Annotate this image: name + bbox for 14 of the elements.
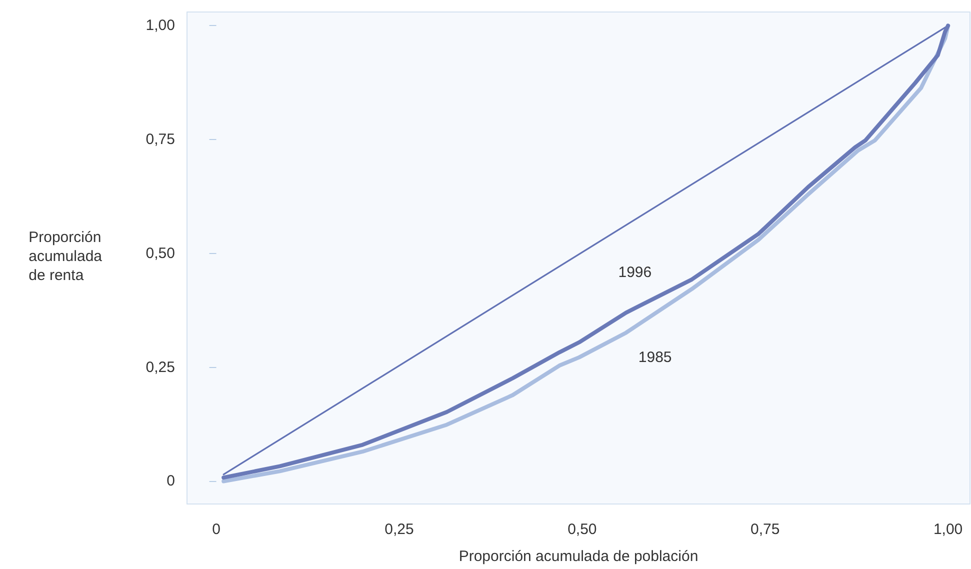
y-tick-label: 0 bbox=[166, 472, 175, 490]
y-tick-label: 0,75 bbox=[146, 131, 175, 148]
x-tick-label: 0,50 bbox=[568, 521, 597, 538]
x-tick-label: 1,00 bbox=[933, 521, 963, 538]
x-tick-label: 0 bbox=[212, 521, 220, 538]
series-label: 1996 bbox=[618, 264, 652, 281]
x-axis-title: Proporción acumulada de población bbox=[458, 548, 698, 565]
y-tick-label: 1,00 bbox=[146, 17, 175, 34]
y-tick-label: 0,25 bbox=[146, 358, 175, 376]
x-tick-label: 0,25 bbox=[384, 521, 414, 538]
y-tick-label: 0,50 bbox=[146, 244, 175, 262]
x-tick-label: 0,75 bbox=[750, 521, 780, 538]
series-label: 1985 bbox=[638, 349, 672, 366]
y-axis-title: Proporción acumulada de renta bbox=[28, 229, 103, 284]
